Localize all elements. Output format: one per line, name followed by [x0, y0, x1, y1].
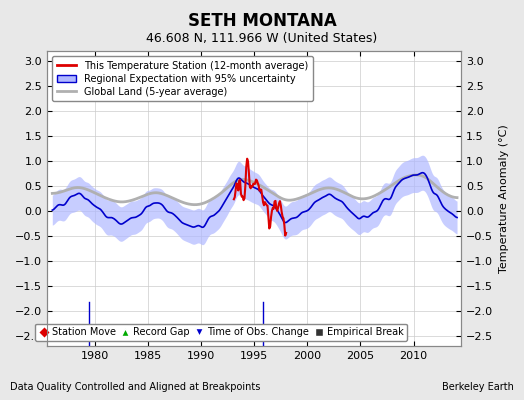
Y-axis label: Temperature Anomaly (°C): Temperature Anomaly (°C): [499, 124, 509, 273]
Legend: Station Move, Record Gap, Time of Obs. Change, Empirical Break: Station Move, Record Gap, Time of Obs. C…: [35, 324, 407, 341]
Text: 46.608 N, 111.966 W (United States): 46.608 N, 111.966 W (United States): [146, 32, 378, 45]
Text: Data Quality Controlled and Aligned at Breakpoints: Data Quality Controlled and Aligned at B…: [10, 382, 261, 392]
Text: Berkeley Earth: Berkeley Earth: [442, 382, 514, 392]
Text: SETH MONTANA: SETH MONTANA: [188, 12, 336, 30]
